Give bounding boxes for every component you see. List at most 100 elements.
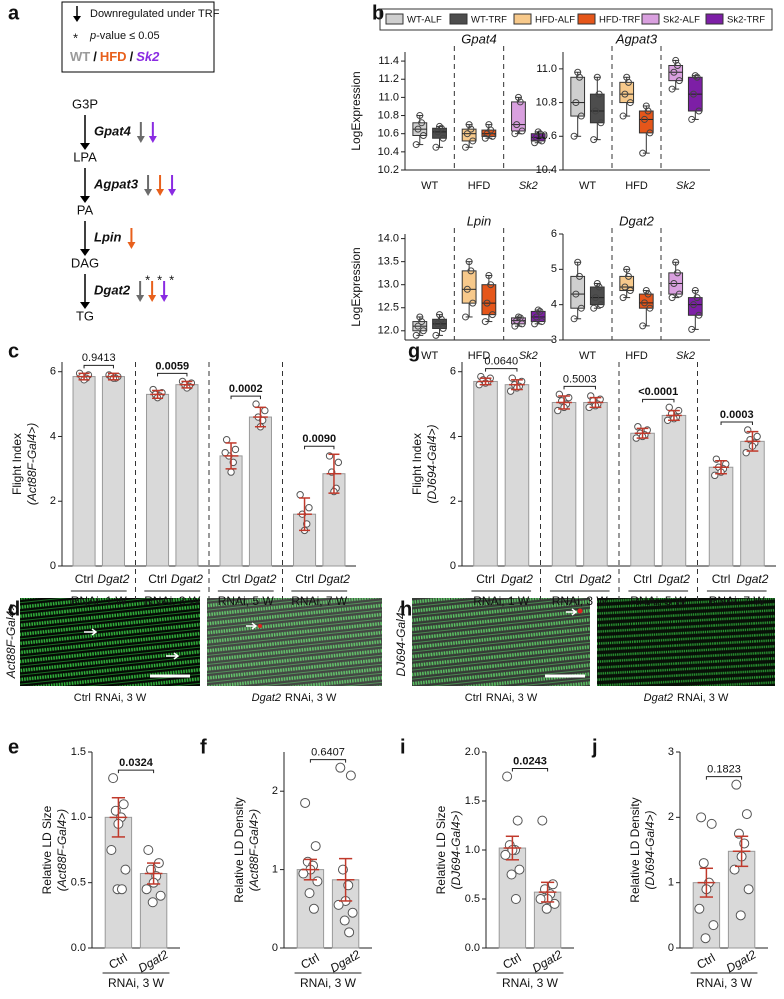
box bbox=[619, 81, 635, 104]
data-point bbox=[439, 324, 447, 332]
significance-bracket bbox=[720, 421, 753, 425]
data-point bbox=[483, 130, 491, 138]
p-value: 0.1823 bbox=[707, 764, 741, 776]
data-point bbox=[641, 115, 648, 123]
strain: HFD bbox=[100, 49, 127, 64]
y-tick-label: 3 bbox=[668, 746, 674, 758]
legend-arrow-head bbox=[73, 16, 81, 22]
data-point bbox=[481, 134, 489, 142]
data-point bbox=[675, 290, 683, 298]
regulation-arrow-head bbox=[148, 295, 157, 302]
data-point bbox=[141, 884, 152, 895]
y-tick-label: 2 bbox=[50, 495, 56, 507]
regulation-arrow-head bbox=[136, 295, 145, 302]
data-point bbox=[741, 809, 752, 820]
data-point bbox=[439, 134, 447, 142]
bar bbox=[708, 466, 734, 567]
data-point bbox=[469, 137, 477, 145]
pathway-legend: Downregulated under TRF * p-value ≤ 0.05… bbox=[61, 1, 220, 73]
data-point bbox=[412, 141, 420, 149]
data-point bbox=[592, 107, 599, 115]
side-label: Act88F-Gal4> bbox=[4, 604, 18, 679]
pathway-arrow-head bbox=[80, 249, 90, 256]
y-tick-label: 1.5 bbox=[71, 746, 86, 758]
x-tick-label: Dgat2 bbox=[579, 572, 611, 586]
group-label: HFD bbox=[468, 350, 491, 362]
data-point bbox=[416, 313, 424, 321]
data-point bbox=[106, 845, 117, 855]
y-tick-label: 4 bbox=[551, 299, 557, 311]
y-tick-label: 0 bbox=[50, 560, 56, 572]
group-label: RNAi, 5 W bbox=[630, 594, 687, 608]
regulation-arrow-head bbox=[127, 242, 136, 249]
data-point bbox=[665, 403, 673, 412]
bar bbox=[72, 376, 96, 567]
side-label: DJ694-Gal4> bbox=[394, 605, 408, 676]
significance-star: * bbox=[169, 272, 174, 287]
data-point bbox=[143, 845, 154, 855]
data-point bbox=[469, 299, 477, 307]
data-point bbox=[695, 107, 703, 115]
significance-bracket bbox=[705, 776, 743, 780]
group-label: RNAi, 7 W bbox=[709, 594, 766, 608]
p-value: 0.0640 bbox=[484, 355, 518, 367]
data-point bbox=[626, 287, 634, 295]
group-label: RNAi, 3 W bbox=[552, 594, 609, 608]
data-point bbox=[619, 294, 627, 302]
y-axis-label: LogExpression bbox=[349, 247, 363, 326]
caption-text: RNAi, 3 W bbox=[486, 692, 538, 704]
data-point bbox=[467, 267, 475, 275]
data-point bbox=[668, 294, 676, 302]
y-tick-label: 1 bbox=[272, 864, 278, 876]
pointer-arrow bbox=[166, 652, 180, 660]
data-point bbox=[646, 304, 654, 312]
data-point bbox=[688, 325, 696, 333]
regulation-arrow-head bbox=[136, 136, 145, 143]
y-tick-label: 1.0 bbox=[71, 811, 86, 823]
caption-gene: Ctrl bbox=[465, 692, 482, 704]
data-point bbox=[644, 290, 652, 298]
data-point bbox=[531, 320, 539, 328]
data-point bbox=[623, 73, 631, 81]
y-tick-label: 1.5 bbox=[465, 795, 480, 807]
y-axis-label: Relative LD Density bbox=[232, 797, 246, 902]
data-point bbox=[418, 119, 426, 127]
group-label: Sk2 bbox=[676, 180, 695, 192]
micrograph bbox=[207, 598, 382, 686]
data-point bbox=[753, 432, 761, 441]
data-point bbox=[625, 272, 632, 280]
separator: / bbox=[130, 49, 134, 64]
data-point bbox=[347, 907, 358, 918]
data-point bbox=[642, 102, 650, 110]
group-label: WT bbox=[579, 180, 596, 192]
data-point bbox=[483, 299, 491, 307]
data-point bbox=[221, 448, 229, 457]
data-point bbox=[488, 132, 496, 140]
plot-title: Gpat4 bbox=[461, 31, 496, 46]
x-tick-label: Dgat2 bbox=[318, 572, 350, 586]
y-tick-label: 10.6 bbox=[378, 128, 399, 140]
significance-bracket bbox=[304, 445, 335, 450]
data-point bbox=[510, 894, 521, 904]
x-tick-label: Ctrl bbox=[476, 572, 495, 586]
bar bbox=[175, 384, 199, 567]
data-point bbox=[465, 258, 473, 266]
data-point bbox=[592, 294, 599, 302]
data-point bbox=[698, 858, 709, 869]
group-label: RNAi, 1 W bbox=[473, 594, 530, 608]
pointer-arrow bbox=[246, 622, 258, 630]
y-tick-label: 1 bbox=[668, 877, 674, 889]
data-point bbox=[312, 876, 323, 887]
legend-box bbox=[61, 1, 215, 73]
y-tick-label: 0 bbox=[450, 560, 456, 572]
bar bbox=[473, 380, 498, 567]
box bbox=[481, 284, 497, 316]
data-point bbox=[305, 504, 313, 512]
data-point bbox=[485, 121, 493, 129]
x-tick-label: Ctrl bbox=[712, 572, 731, 586]
legend-frame bbox=[379, 8, 773, 31]
data-point bbox=[706, 818, 717, 829]
regulation-arrow-head bbox=[144, 189, 153, 196]
bar bbox=[146, 393, 170, 567]
data-point bbox=[416, 112, 424, 120]
